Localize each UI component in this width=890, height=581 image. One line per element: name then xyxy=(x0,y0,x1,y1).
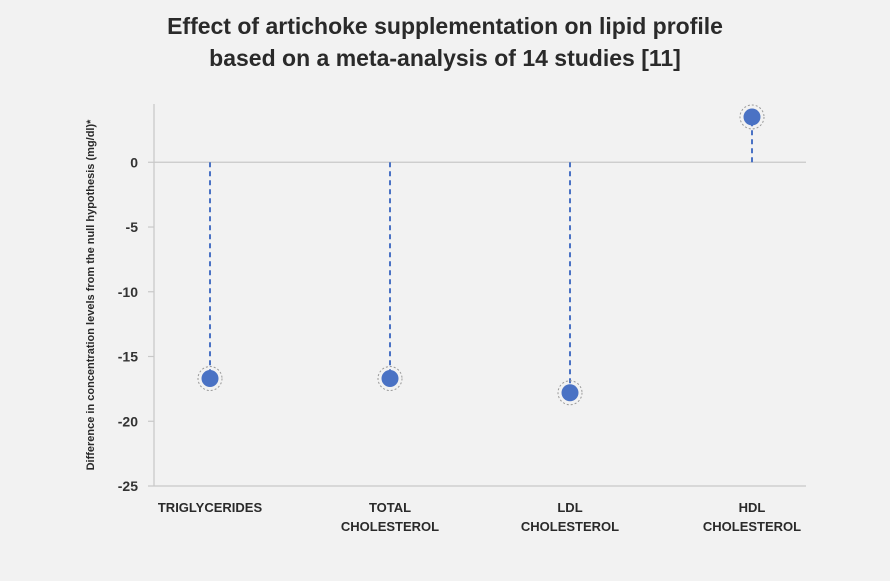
x-category-label: TOTAL xyxy=(369,500,411,515)
lollipop-marker xyxy=(201,370,219,388)
chart-axes xyxy=(148,104,806,487)
y-tick-label: -25 xyxy=(118,478,138,494)
chart-title: Effect of artichoke supplementation on l… xyxy=(0,10,890,74)
lollipop-marker xyxy=(561,384,579,402)
y-tick-label: 0 xyxy=(130,154,138,170)
x-category-label: CHOLESTEROL xyxy=(341,519,439,534)
lollipop-marker-halo xyxy=(557,380,583,406)
x-category-label: CHOLESTEROL xyxy=(703,519,801,534)
x-category-label: LDL xyxy=(557,500,582,515)
y-tick-label: -15 xyxy=(118,349,138,365)
lollipop-marker-halo xyxy=(377,366,403,392)
lollipop-marker-halo xyxy=(739,104,765,130)
chart-labels: 0 -5 -10 -15 -20 -25 Difference in concentrati… xyxy=(85,119,801,534)
chart-stems xyxy=(209,116,753,393)
x-category-label: CHOLESTEROL xyxy=(521,519,619,534)
lollipop-marker xyxy=(743,108,761,126)
chart-markers xyxy=(197,104,765,406)
chart-title-line-1: Effect of artichoke supplementation on l… xyxy=(167,13,723,39)
y-tick-label: -5 xyxy=(126,219,139,235)
lollipop-marker xyxy=(381,370,399,388)
x-category-label: TRIGLYCERIDES xyxy=(158,500,263,515)
y-tick-label: -20 xyxy=(118,413,138,429)
x-category-label: HDL xyxy=(739,500,766,515)
chart-title-line-2: based on a meta-analysis of 14 studies [… xyxy=(209,45,681,71)
lollipop-marker-halo xyxy=(197,366,223,392)
y-axis-title: Difference in concentration levels from … xyxy=(85,119,97,471)
y-tick-label: -10 xyxy=(118,284,138,300)
